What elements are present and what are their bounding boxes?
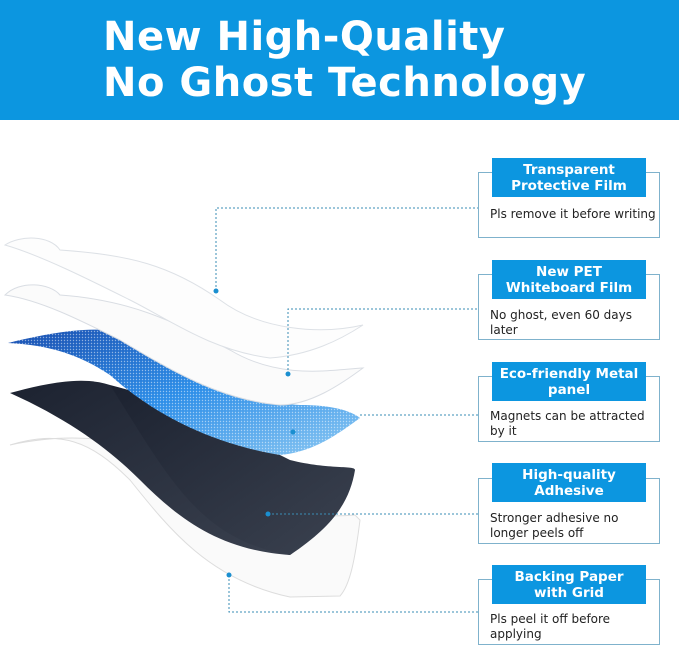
card-title: New PET Whiteboard Film [492, 260, 646, 299]
card-description: Magnets can be attracted by it [490, 409, 645, 438]
card-title: Backing Paper with Grid [492, 565, 646, 604]
card-description: No ghost, even 60 days later [490, 308, 632, 337]
headline-line-2: No Ghost Technology [103, 60, 587, 106]
card-description: Stronger adhesive no longer peels off [490, 511, 619, 540]
card-description: Pls remove it before writing [490, 207, 656, 221]
layer-illustration [3, 207, 478, 613]
protective-film-layer [3, 237, 364, 359]
card-description: Pls peel it off before applying [490, 612, 611, 641]
leader-dots [213, 288, 296, 578]
card-title: Transparent Protective Film [492, 158, 646, 197]
leader-lines [215, 207, 478, 613]
card-title: Eco-friendly Metal panel [492, 362, 646, 401]
pet-film-layer [3, 284, 365, 406]
headline-line-1: New High-Quality [103, 14, 506, 60]
header-banner: New High-Quality No Ghost Technology [0, 0, 679, 120]
card-title: High-quality Adhesive [492, 463, 646, 502]
